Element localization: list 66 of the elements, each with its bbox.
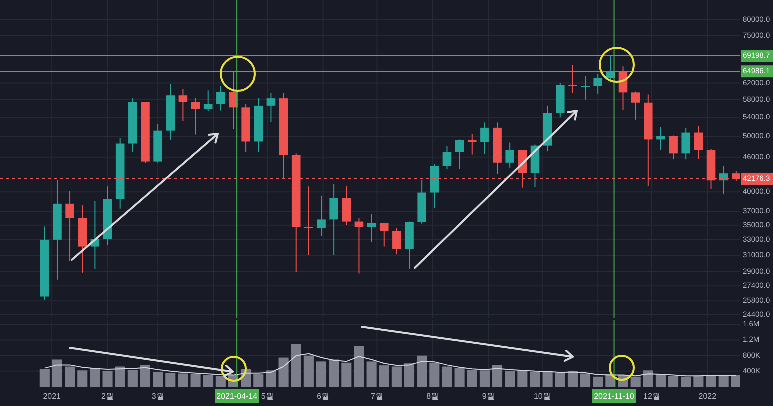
bar	[40, 369, 50, 387]
bar	[681, 376, 692, 387]
x-tick-label: 10월	[534, 392, 551, 401]
bar	[430, 362, 440, 387]
ref-line-label: 2021-04-14	[216, 392, 258, 401]
bar	[542, 372, 553, 387]
bar	[668, 376, 679, 387]
bar	[266, 370, 276, 387]
bar	[342, 362, 352, 387]
bar	[417, 356, 428, 387]
bar	[392, 366, 402, 387]
bar	[203, 375, 214, 387]
x-tick-label: 12월	[644, 392, 660, 401]
bar	[656, 374, 666, 387]
bar	[216, 376, 226, 387]
line-series	[44, 353, 737, 377]
x-tick-label: 7월	[370, 392, 384, 401]
bar	[442, 366, 452, 387]
bar	[65, 366, 76, 387]
bar	[304, 356, 314, 387]
bar	[593, 376, 604, 387]
bar	[52, 360, 63, 387]
bar	[480, 370, 490, 387]
bar	[354, 346, 364, 387]
bar	[78, 370, 88, 387]
ref-line-label: 2021-11-10	[594, 392, 635, 401]
bar	[178, 374, 188, 387]
x-tick-label: 2022	[698, 392, 718, 401]
bar	[379, 366, 390, 387]
bar	[555, 372, 566, 387]
bar	[630, 376, 641, 387]
bar	[731, 375, 740, 387]
bar	[366, 362, 377, 387]
bar	[694, 376, 704, 387]
bar	[643, 370, 654, 387]
bar	[153, 372, 164, 387]
x-tick-label: 2월	[102, 392, 114, 401]
bar	[467, 370, 478, 387]
bar	[166, 372, 176, 387]
bar	[115, 366, 126, 387]
bar	[278, 358, 289, 387]
bar	[140, 365, 151, 387]
bar	[102, 371, 113, 387]
bar	[580, 374, 591, 387]
x-tick-label: 2021	[43, 392, 62, 401]
x-tick-label: 6월	[317, 392, 330, 401]
bar	[518, 370, 528, 387]
x-tick-label: 9월	[482, 392, 495, 401]
bar	[718, 376, 729, 387]
bar	[329, 360, 340, 387]
x-tick-label: 3월	[152, 392, 164, 401]
bar	[254, 374, 264, 387]
x-tick-label: 8월	[426, 392, 440, 401]
bar	[530, 372, 540, 387]
bar	[568, 371, 578, 387]
bar	[128, 370, 138, 387]
bar	[706, 375, 716, 387]
bar	[316, 362, 327, 387]
bar	[505, 371, 516, 387]
bar	[90, 368, 100, 387]
bar	[291, 344, 302, 387]
x-tick-label: 5월	[261, 392, 274, 401]
bar	[190, 374, 201, 387]
bar	[492, 365, 503, 387]
bar	[454, 368, 465, 387]
bar	[404, 364, 415, 387]
